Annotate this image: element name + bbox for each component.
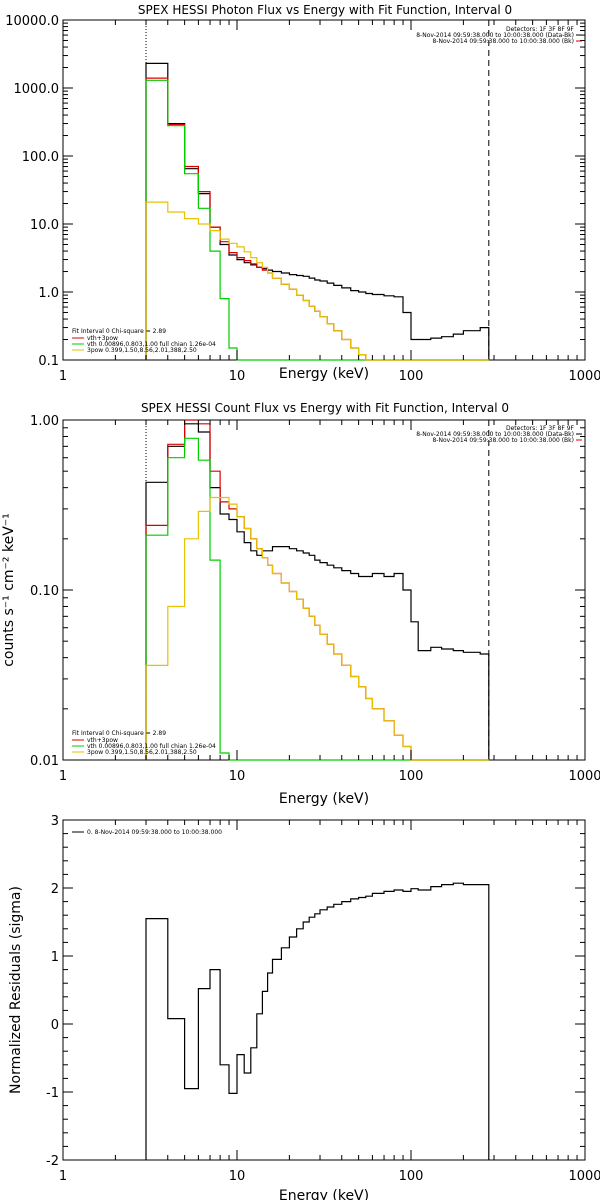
legend-left-label-1: vth+3pow: [87, 737, 118, 744]
x-axis-label: Energy (keV): [279, 366, 369, 382]
series-line-3: [145, 496, 489, 761]
legend-left-label-1: 0. 8-Nov-2014 09:59:38.000 to 10:00:38.0…: [87, 829, 222, 836]
y-tick-label: 3: [51, 814, 59, 829]
legend-left-header: Fit Interval 0 Chi-square = 2.89: [72, 328, 166, 335]
x-axis-ticks: 1 10 100 1000: [59, 820, 600, 1184]
legend-right: Detectors: 1F 3F 8F 9F 8-Nov-2014 09:59:…: [416, 26, 582, 45]
series-line-2: [145, 79, 489, 361]
x-tick-label: 1: [59, 369, 67, 384]
legend-left-label-2: vth 0.00896,0.803,1.00 full chian 1.26e-…: [87, 743, 216, 750]
x-tick-label: 100: [399, 369, 424, 384]
y-tick-label: 1000.0: [14, 82, 60, 97]
x-tick-label: 10: [229, 769, 246, 784]
y-tick-label: 0: [51, 1018, 59, 1033]
legend-left-label-3: 3pow 0.399,1.50,8.56,2.01,388,2.50: [87, 347, 197, 354]
chart-title: SPEX HESSI Photon Flux vs Energy with Fi…: [138, 3, 512, 17]
y-tick-label: 10000.0: [5, 14, 59, 29]
data-series-group: [145, 419, 490, 761]
legend-right-line-3: 8-Nov-2014 09:59:38.000 to 10:00:38.000 …: [432, 38, 574, 45]
x-axis-label: Energy (keV): [279, 791, 369, 807]
legend-right-line-1: Detectors: 1F 3F 8F 9F: [506, 425, 575, 432]
legend-left-label-3: 3pow 0.399,1.50,8.56,2.01,388,2.50: [87, 749, 197, 756]
x-tick-label: 100: [399, 1169, 424, 1184]
y-axis-label: Normalized Residuals (sigma): [8, 886, 24, 1094]
legend-left-label-2: vth 0.00896,0.803,1.00 full chian 1.26e-…: [87, 341, 216, 348]
y-axis-ticks: 0.1 1.0 10.0 100.0 1000.0 10000.0: [5, 14, 585, 369]
series-line-3: [145, 201, 489, 361]
legend-left-label-1: vth+3pow: [87, 335, 118, 342]
chart-title: SPEX HESSI Count Flux vs Energy with Fit…: [141, 401, 509, 415]
y-tick-label: 1: [51, 950, 59, 965]
data-series-group: [145, 882, 490, 1160]
y-axis-ticks: 0.01 0.10 1.00: [30, 414, 585, 769]
y-tick-label: 100.0: [22, 150, 59, 165]
x-tick-label: 1: [59, 769, 67, 784]
x-tick-label: 1000: [568, 369, 600, 384]
y-tick-label: 10.0: [30, 218, 59, 233]
y-tick-label: 1.00: [30, 414, 59, 429]
count-flux-panel: SPEX HESSI Count Flux vs Energy with Fit…: [1, 401, 600, 807]
x-axis-label: Energy (keV): [279, 1188, 369, 1200]
x-tick-label: 1: [59, 1169, 67, 1184]
photon-flux-panel: SPEX HESSI Photon Flux vs Energy with Fi…: [5, 3, 600, 384]
y-axis-label: counts s⁻¹ cm⁻² keV⁻¹: [1, 513, 17, 667]
x-tick-label: 10: [229, 369, 246, 384]
x-tick-label: 1000: [568, 1169, 600, 1184]
legend-left-header: Fit Interval 0 Chi-square = 2.89: [72, 730, 166, 737]
legend-right-line-1: Detectors: 1F 3F 8F 9F: [506, 26, 575, 33]
series-line-2: [145, 437, 489, 761]
plot-frame: [62, 19, 586, 361]
y-axis-ticks: -2 -1 0 1 2 3: [46, 814, 585, 1169]
y-tick-label: 2: [51, 882, 59, 897]
x-tick-label: 100: [399, 769, 424, 784]
residuals-panel: 1 10 100 1000 -2 -1 0 1 2 3 Energy (keV) Normali…: [8, 814, 600, 1200]
legend-right-line-2: 8-Nov-2014 09:59:38.000 to 10:00:38.000 …: [416, 431, 574, 438]
data-series-group: [145, 62, 490, 361]
vertical-reference-lines: [145, 420, 490, 760]
y-tick-label: 0.01: [30, 754, 59, 769]
legend-right-line-2: 8-Nov-2014 09:59:38.000 to 10:00:38.000 …: [416, 32, 574, 39]
y-tick-label: 0.10: [30, 584, 59, 599]
series-line-0: [145, 882, 490, 1160]
x-axis-ticks: 1 10 100 1000: [59, 20, 600, 384]
legend-right-line-3: 8-Nov-2014 09:59:38.000 to 10:00:38.000 …: [432, 437, 574, 444]
legend-right: Detectors: 1F 3F 8F 9F 8-Nov-2014 09:59:…: [416, 425, 582, 444]
legend-left: Fit Interval 0 Chi-square = 2.89 vth+3po…: [72, 730, 216, 756]
y-tick-label: -1: [46, 1086, 59, 1101]
y-tick-label: 1.0: [38, 286, 59, 301]
x-tick-label: 1000: [568, 769, 600, 784]
legend-left: Fit Interval 0 Chi-square = 2.89 vth+3po…: [72, 328, 216, 354]
x-axis-ticks: 1 10 100 1000: [59, 420, 600, 784]
series-line-1: [145, 419, 489, 761]
x-tick-label: 10: [229, 1169, 246, 1184]
legend-left: 0. 8-Nov-2014 09:59:38.000 to 10:00:38.0…: [72, 829, 222, 836]
plot-frame: [62, 419, 586, 761]
series-line-0: [145, 423, 490, 760]
y-tick-label: 0.1: [38, 354, 59, 369]
plot-frame: [62, 819, 586, 1161]
series-line-0: [145, 62, 490, 360]
vertical-reference-lines: [145, 20, 490, 360]
y-tick-label: -2: [46, 1154, 59, 1169]
